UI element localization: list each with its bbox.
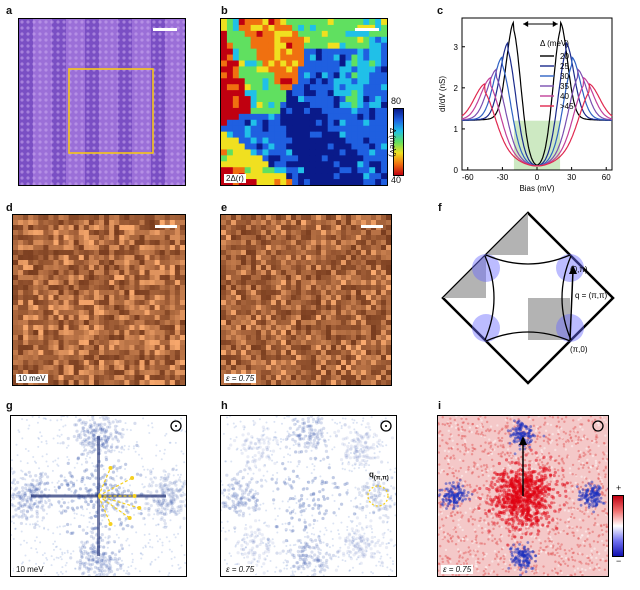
panel-g: g 10 meV xyxy=(0,395,200,590)
spectra-chart: -60 -30 0 30 60 0 1 2 3 Bias (mV) dI/dV (nS) Δ (meV… xyxy=(438,17,613,193)
panel-g-label: g xyxy=(6,400,13,412)
gap-arrow-head xyxy=(552,21,558,27)
fourier-transform-image: 10 meV xyxy=(10,415,187,577)
x-tick-label: -30 xyxy=(497,173,509,182)
difference-corner-label: ε = 0.75 xyxy=(441,565,474,574)
y-tick-label: 0 xyxy=(454,166,459,175)
scale-bar xyxy=(153,28,177,31)
q-pi-pi-label: q(π,π) xyxy=(369,470,389,482)
y-tick-label: 3 xyxy=(454,43,459,52)
energy-map-image: ε = 0.75 xyxy=(220,214,392,386)
gap-map-corner-label: 2Δ(r) xyxy=(224,174,246,183)
spectrum-line xyxy=(461,83,613,167)
legend-label: 35 xyxy=(560,82,569,91)
panel-a-label: a xyxy=(6,5,13,17)
colorbar-title: Δ (meV) xyxy=(388,128,397,157)
x-axis-label: Bias (mV) xyxy=(519,184,554,193)
panel-a: a xyxy=(0,0,200,200)
legend-title: Δ (meV) xyxy=(540,39,569,48)
x-tick-label: 30 xyxy=(567,173,576,182)
q-main: q xyxy=(369,470,374,479)
q-subscript: (π,π) xyxy=(373,475,389,482)
difference-colorbar xyxy=(612,495,624,557)
y-tick-label: 2 xyxy=(454,84,459,93)
gap-map-image: 2Δ(r) xyxy=(220,18,388,186)
label-pi-0: (π,0) xyxy=(570,345,588,354)
panel-d-label: d xyxy=(6,202,13,214)
label-0-pi: (0,π) xyxy=(570,265,588,274)
y-tick-label: 1 xyxy=(454,125,459,134)
panel-i: i ε = 0.75 + − xyxy=(420,395,640,590)
colorbar-min-label: 40 xyxy=(391,175,402,185)
conductance-map-corner-label: 10 meV xyxy=(16,374,48,383)
difference-fourier-image: ε = 0.75 xyxy=(437,415,609,577)
panel-b-label: b xyxy=(221,5,228,17)
panel-c: c -60 -30 0 30 60 0 1 2 3 Bias (mV) dI/dV (nS) Δ (m… xyxy=(420,0,640,200)
scale-bar xyxy=(355,28,379,31)
panel-d: d 10 meV xyxy=(0,200,200,395)
q-vector-label: q = (π,π) xyxy=(575,291,607,300)
panel-e-label: e xyxy=(221,202,228,214)
brillouin-zone-diagram: (0,π) (π,0) q = (π,π) xyxy=(441,211,615,385)
energy-fourier-image: q(π,π) ε = 0.75 xyxy=(220,415,397,577)
x-tick-label: -60 xyxy=(462,173,474,182)
cb-minus: − xyxy=(616,556,622,566)
panel-h: h q(π,π) ε = 0.75 xyxy=(205,395,405,590)
legend-label: 25 xyxy=(560,62,569,71)
colorbar-max-label: 80 xyxy=(391,96,402,106)
panel-e: e ε = 0.75 xyxy=(205,200,405,395)
gap-map-svg xyxy=(221,19,387,185)
topograph-svg xyxy=(19,19,185,185)
panel-f-label: f xyxy=(438,202,442,214)
panel-i-label: i xyxy=(438,400,442,412)
cb-plus: + xyxy=(616,483,622,493)
panel-h-label: h xyxy=(221,400,228,412)
x-tick-label: 60 xyxy=(602,173,611,182)
panel-f: f (0,π) ( xyxy=(420,200,640,395)
panel-c-label: c xyxy=(437,5,444,17)
gap-colorbar xyxy=(393,108,404,176)
gap-arrow-head xyxy=(523,21,529,27)
fourier-transform-svg xyxy=(11,416,186,576)
energy-fourier-svg xyxy=(221,416,396,576)
conductance-map-svg xyxy=(13,215,185,385)
legend-label: >45 xyxy=(560,102,574,111)
scale-bar xyxy=(155,225,177,228)
energy-map-svg xyxy=(221,215,391,385)
conductance-map-image: 10 meV xyxy=(12,214,186,386)
panel-b: b 2Δ(r) 80 40 Δ (meV) xyxy=(205,0,420,200)
fourier-corner-label: 10 meV xyxy=(14,565,46,574)
selection-box xyxy=(68,68,154,154)
difference-fourier-svg xyxy=(438,416,608,576)
scale-bar xyxy=(361,225,383,228)
x-tick-label: 0 xyxy=(535,173,540,182)
y-axis-label: dI/dV (nS) xyxy=(438,76,447,112)
legend-label: 20 xyxy=(560,52,569,61)
energy-fourier-corner-label: ε = 0.75 xyxy=(224,565,257,574)
energy-map-corner-label: ε = 0.75 xyxy=(224,374,257,383)
topograph-image xyxy=(18,18,186,186)
legend-label: 30 xyxy=(560,72,569,81)
legend-label: 40 xyxy=(560,92,569,101)
